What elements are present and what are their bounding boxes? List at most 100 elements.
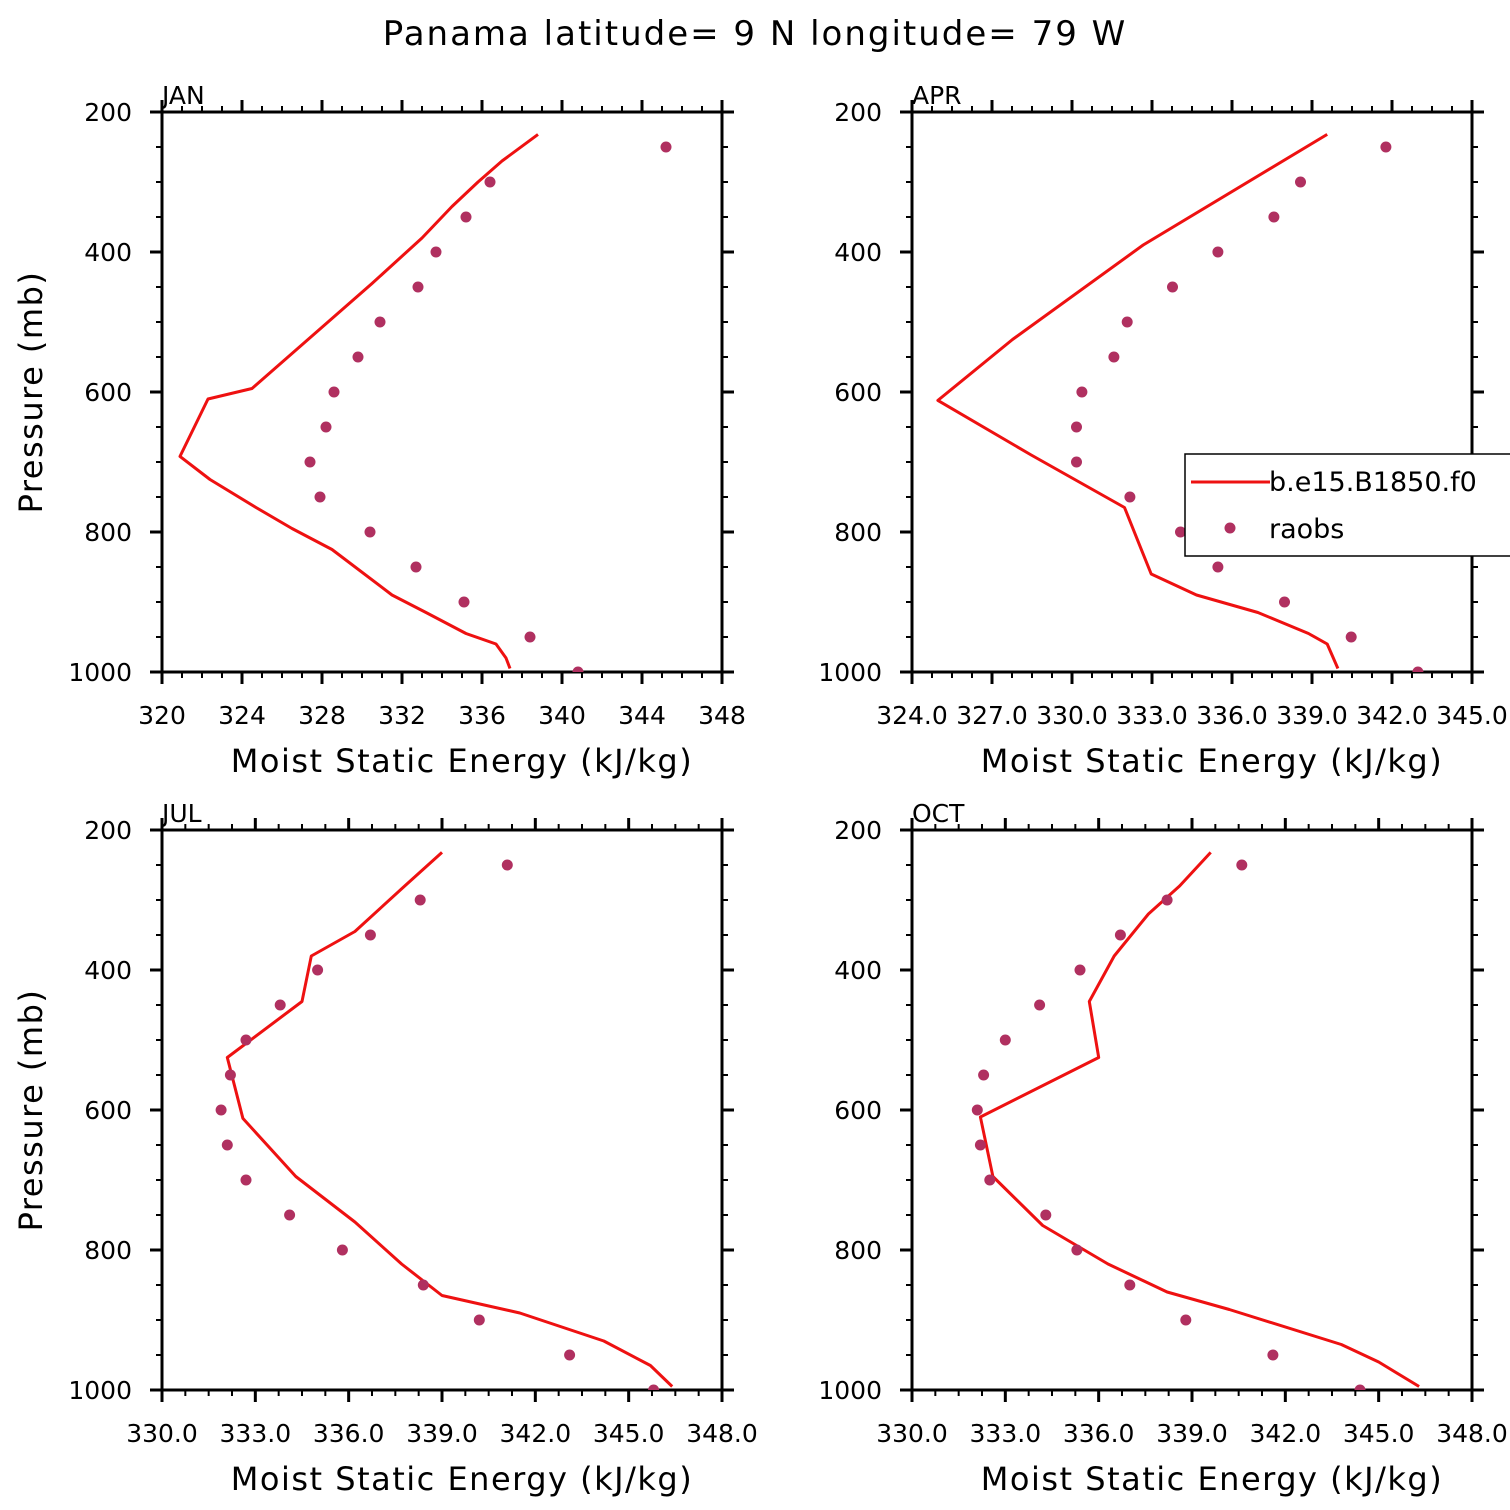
raobs-point xyxy=(1267,1349,1279,1361)
y-tick-label: 400 xyxy=(84,238,132,267)
y-tick-label: 600 xyxy=(84,1096,132,1125)
x-tick-label: 333.0 xyxy=(1116,701,1188,730)
x-tick-label: 333.0 xyxy=(970,1419,1042,1448)
x-tick-label: 330.0 xyxy=(876,1419,948,1448)
raobs-point xyxy=(978,1069,990,1081)
panel-jan: JAN 320 324 328 332 336 340 344 348 200 400 600 800 1… xyxy=(12,81,746,780)
raobs-point xyxy=(430,246,442,258)
panels: JAN 320 324 328 332 336 340 344 348 200 400 600 800 1… xyxy=(12,81,1510,1498)
raobs-point xyxy=(458,596,470,608)
x-tick-label: 327.0 xyxy=(956,701,1028,730)
raobs-point xyxy=(1212,246,1224,258)
x-tick-label: 332 xyxy=(378,701,426,730)
raobs-point xyxy=(1380,141,1392,153)
x-tick-label: 336.0 xyxy=(1196,701,1268,730)
raobs-point xyxy=(501,859,513,871)
model-profile-line xyxy=(936,133,1340,670)
raobs-point xyxy=(1279,596,1290,608)
raobs-point xyxy=(312,964,324,976)
y-tick-label: 200 xyxy=(834,98,882,127)
raobs-point xyxy=(1345,631,1357,643)
raobs-point xyxy=(1071,421,1082,433)
raobs-point xyxy=(564,1349,576,1361)
x-tick-label: 336 xyxy=(458,701,506,730)
y-tick-label: 400 xyxy=(834,956,882,985)
raobs-point xyxy=(417,1279,429,1291)
data-layer xyxy=(215,851,674,1390)
raobs-point xyxy=(971,1104,983,1116)
x-tick-label: 330.0 xyxy=(1036,701,1108,730)
raobs-point xyxy=(240,1174,252,1186)
data-layer xyxy=(971,851,1420,1390)
y-tick-label: 600 xyxy=(834,1096,882,1125)
y-tick-label: 1000 xyxy=(68,1376,132,1405)
x-tick-label: 339.0 xyxy=(1276,701,1348,730)
raobs-point xyxy=(1354,1384,1366,1390)
raobs-point xyxy=(572,666,584,672)
panel-oct: OCT 330.0 333.0 336.0 339.0 342.0 345.0 348.0 20… xyxy=(818,799,1507,1498)
panel-title: APR xyxy=(912,81,962,110)
raobs-point xyxy=(1121,316,1133,328)
raobs-point xyxy=(1074,964,1086,976)
panel-title: JAN xyxy=(160,81,205,110)
raobs-point xyxy=(473,1314,485,1326)
raobs-point xyxy=(1124,1279,1136,1291)
x-tick-label: 348 xyxy=(698,701,746,730)
raobs-point xyxy=(1071,1244,1083,1256)
y-tick-label: 600 xyxy=(84,378,132,407)
raobs-point xyxy=(1236,859,1248,871)
legend: b.e15.B1850.f0 raobs xyxy=(1184,453,1510,557)
x-tick-label: 342.0 xyxy=(500,1419,572,1448)
x-tick-label: 345.0 xyxy=(593,1419,665,1448)
x-tick-label: 328 xyxy=(298,701,346,730)
x-tick-label: 336.0 xyxy=(313,1419,385,1448)
x-tick-label: 339.0 xyxy=(1156,1419,1228,1448)
plot-frame xyxy=(160,110,724,674)
raobs-point xyxy=(984,1174,996,1186)
figure-title: Panama latitude= 9 N longitude= 79 W xyxy=(383,14,1128,54)
y-axis-label: Pressure (mb) xyxy=(12,989,50,1232)
data-layer xyxy=(936,133,1424,672)
x-tick-label: 348.0 xyxy=(1436,1419,1508,1448)
raobs-point xyxy=(999,1034,1011,1046)
raobs-point xyxy=(524,631,536,643)
raobs-point xyxy=(410,561,422,573)
raobs-point xyxy=(314,491,326,503)
x-tick-label: 339.0 xyxy=(406,1419,478,1448)
raobs-point xyxy=(1212,561,1224,573)
x-tick-label: 345.0 xyxy=(1343,1419,1415,1448)
raobs-point xyxy=(484,176,496,188)
raobs-point xyxy=(1167,281,1178,293)
y-tick-label: 800 xyxy=(84,1236,132,1265)
raobs-point xyxy=(304,456,316,468)
raobs-point xyxy=(274,999,286,1011)
raobs-point xyxy=(1180,1314,1192,1326)
plot-frame xyxy=(160,828,724,1392)
raobs-point xyxy=(320,421,332,433)
x-tick-label: 340 xyxy=(538,701,586,730)
y-tick-label: 1000 xyxy=(818,1376,882,1405)
raobs-point xyxy=(215,1104,227,1116)
x-tick-label: 342.0 xyxy=(1250,1419,1322,1448)
raobs-point xyxy=(648,1384,660,1390)
x-tick-label: 348.0 xyxy=(686,1419,758,1448)
y-tick-label: 200 xyxy=(84,816,132,845)
panel-title: JUL xyxy=(160,799,202,828)
raobs-point xyxy=(352,351,364,363)
x-tick-label: 324 xyxy=(218,701,266,730)
x-tick-label: 320 xyxy=(138,701,186,730)
y-tick-label: 200 xyxy=(84,98,132,127)
raobs-point xyxy=(412,281,424,293)
raobs-point xyxy=(336,1244,348,1256)
x-tick-label: 336.0 xyxy=(1063,1419,1135,1448)
panel-title: OCT xyxy=(912,799,965,828)
raobs-point xyxy=(1124,491,1136,503)
y-tick-label: 200 xyxy=(834,816,882,845)
raobs-point xyxy=(1295,176,1306,188)
legend-label-obs: raobs xyxy=(1269,514,1344,545)
raobs-point xyxy=(1412,666,1424,672)
raobs-point xyxy=(1114,929,1126,941)
raobs-point xyxy=(221,1139,233,1151)
y-tick-label: 800 xyxy=(834,518,882,547)
